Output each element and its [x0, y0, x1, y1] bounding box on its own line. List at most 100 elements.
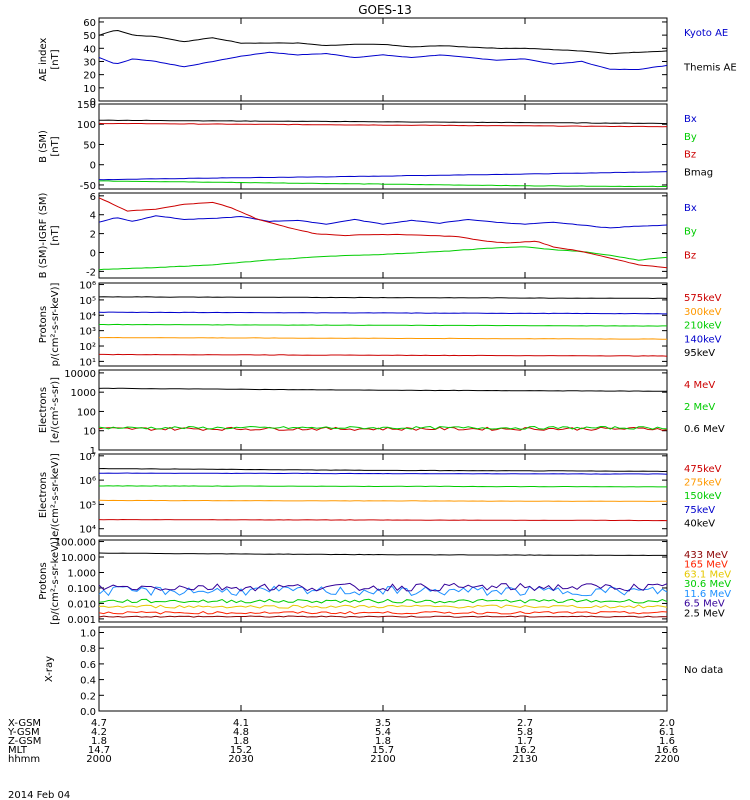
legend-label: 11.6 MeV: [684, 589, 731, 600]
y-tick-label: 1000: [71, 388, 96, 399]
series-line-bx: [98, 215, 668, 229]
y-tick-label: 0: [90, 97, 96, 108]
plot-date: 2014 Feb 04: [8, 790, 70, 800]
y-tick-label: 0.6: [80, 660, 96, 671]
x-row-value: 2000: [86, 754, 111, 765]
x-row-value: 2030: [228, 754, 253, 765]
y-tick-label: 1.000: [67, 568, 96, 579]
y-tick-label: 10³: [79, 327, 96, 338]
x-row-value: 4.8: [233, 727, 249, 738]
panel-8: 1.0 0.8 0.6 0.4 0.2 0.0 X-ray No data: [44, 626, 723, 718]
x-row-value: 5.8: [517, 727, 533, 738]
y-axis-label: [nT]: [50, 49, 61, 69]
y-axis-label: [p/(cm²-s-sr-keV)]: [50, 537, 61, 625]
y-tick-label: 0.0: [80, 707, 96, 718]
y-tick-label: 100: [77, 407, 96, 418]
x-row-value: 4.7: [91, 718, 107, 729]
x-row-value: 15.7: [372, 745, 394, 756]
y-tick-label: 10: [83, 84, 96, 95]
legend-label: 0.6 MeV: [684, 424, 725, 435]
x-row-value: 1.8: [375, 736, 391, 747]
x-row-value: 1.7: [517, 736, 533, 747]
legend-label: Bx: [684, 114, 697, 125]
y-tick-label: 100.000: [55, 538, 96, 549]
y-tick-label: 150: [77, 100, 96, 111]
legend-label: 6.5 MeV: [684, 599, 725, 610]
x-row-value: 2100: [370, 754, 395, 765]
series-line-by: [98, 246, 668, 271]
x-row-value: 4.2: [91, 727, 107, 738]
panel-5: 10000 1000 100 10 1 Electrons [e/(cm²-s-sr)] 4 …: [38, 369, 725, 457]
legend-label: 210keV: [684, 321, 722, 332]
series-line-themis-ae: [98, 29, 668, 55]
series-line-150kev: [99, 485, 667, 488]
y-tick-label: 0.001: [67, 615, 96, 626]
y-axis-label: AE index: [38, 38, 49, 82]
y-tick-label: 1.0: [80, 628, 96, 639]
legend-label: 475keV: [684, 464, 722, 475]
y-axis-label: Protons: [38, 562, 49, 599]
series-line-40kev: [98, 467, 668, 473]
legend-label: 275keV: [684, 478, 722, 489]
legend-label: 40keV: [684, 518, 715, 529]
panel-frame: [98, 453, 668, 537]
y-axis-label: e/(cm²-s-sr-keV)]: [50, 453, 61, 537]
x-row-value: 2.0: [659, 718, 675, 729]
y-axis-label: Protons: [38, 306, 49, 343]
x-row-value: 14.7: [88, 745, 110, 756]
y-axis-label: [nT]: [50, 225, 61, 245]
x-row-value: 2.7: [517, 718, 533, 729]
x-row-value: 2200: [654, 754, 679, 765]
series-line-63.1-mev: [98, 604, 668, 609]
legend-label: Bx: [684, 203, 697, 214]
series-line-95kev: [98, 296, 668, 300]
panel-frame: [98, 539, 668, 623]
y-tick-label: 10000: [64, 369, 96, 380]
y-tick-label: 4: [90, 211, 96, 222]
x-row-value: 3.5: [375, 718, 391, 729]
legend-label: Kyoto AE: [684, 28, 728, 39]
x-row-label: X-GSM: [8, 718, 41, 729]
legend-label: 75keV: [684, 505, 715, 516]
y-tick-label: 50: [83, 31, 96, 42]
no-data-note: No data: [684, 665, 723, 676]
y-axis-label: p/(cm²-s-sr-keV)]: [50, 283, 61, 367]
x-row-label: hhmm: [8, 754, 40, 765]
legend-label: 2.5 MeV: [684, 608, 725, 619]
series-line-0.6-mev: [98, 387, 668, 392]
legend-label: By: [684, 227, 697, 238]
panel-1: 60 50 40 30 20 10 0 AE index [nT] Kyoto AE Themis …: [38, 17, 737, 108]
y-tick-label: 0: [90, 161, 96, 172]
y-tick-label: 10: [83, 427, 96, 438]
y-tick-label: 10.000: [61, 553, 96, 564]
series-line-140kev: [98, 311, 667, 315]
y-tick-label: 50: [83, 140, 96, 151]
series-line-bmag: [99, 119, 668, 125]
x-row-value: 16.2: [514, 745, 536, 756]
y-tick-label: 0.2: [80, 691, 96, 702]
plot-title: GOES-13: [358, 3, 412, 17]
legend-label: 140keV: [684, 334, 722, 345]
legend-label: 300keV: [684, 307, 722, 318]
y-axis-label: Electrons: [38, 472, 49, 518]
series-line-433-mev: [98, 615, 668, 618]
panel-frame: [98, 17, 668, 102]
x-row-label: MLT: [8, 745, 28, 756]
panel-3: 6 4 2 0 -2 B (SM)-IGRF (SM) [nT] Bx By Bz: [38, 192, 697, 279]
series-line-kyoto-ae: [98, 51, 668, 71]
y-tick-label: 10⁵: [79, 500, 96, 511]
y-tick-label: 10⁷: [79, 452, 96, 463]
series-line-75kev: [99, 472, 668, 475]
series-line-210kev: [99, 323, 667, 327]
x-row-value: 2130: [512, 754, 537, 765]
legend-label: By: [684, 132, 697, 143]
panel-frame: [98, 626, 668, 712]
y-axis-label: [e/(cm²-s-sr)]: [50, 377, 61, 443]
legend-label: 2 MeV: [684, 402, 715, 413]
y-tick-label: 0.010: [67, 599, 96, 610]
legend-label: Bz: [684, 150, 696, 161]
y-tick-label: 10⁶: [79, 281, 96, 292]
y-tick-label: 10⁴: [79, 525, 96, 536]
y-tick-label: -50: [80, 181, 96, 192]
